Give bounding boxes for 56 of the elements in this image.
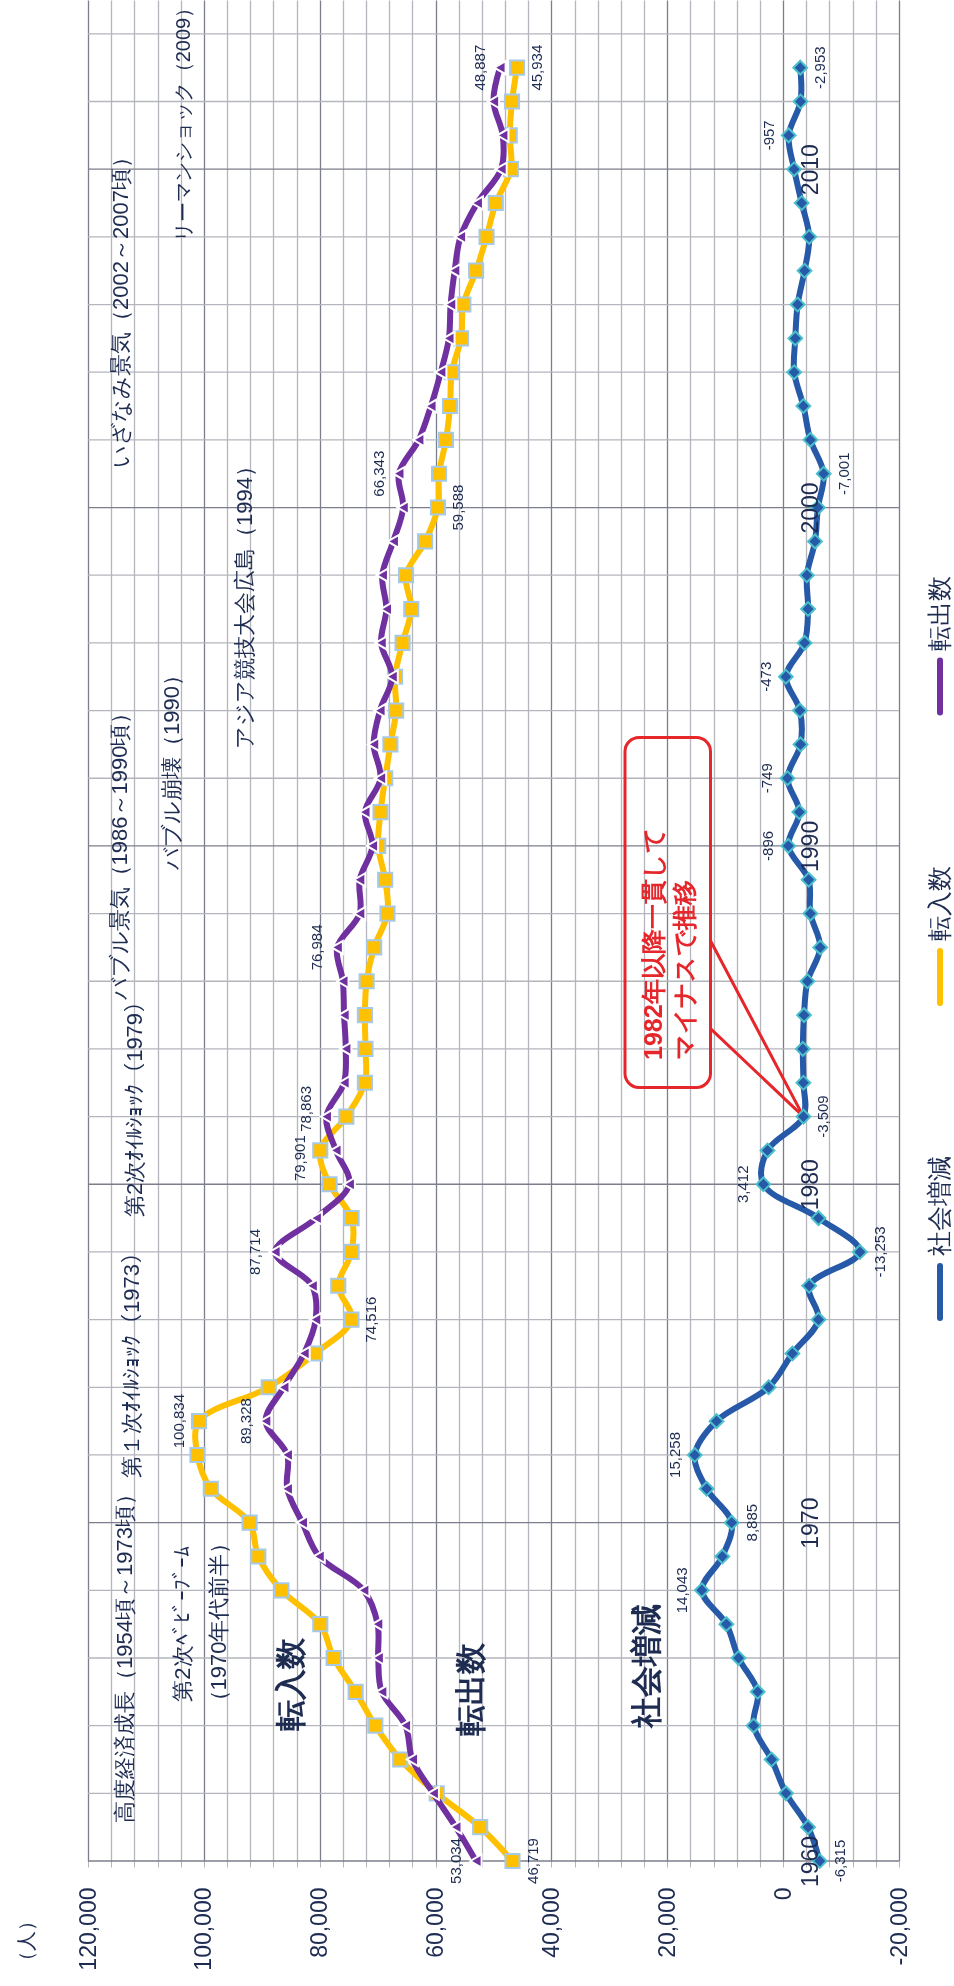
y-tick-label: 1960 xyxy=(796,1835,823,1888)
data-label: 15,258 xyxy=(665,1432,683,1478)
text: 転入数 xyxy=(273,1636,308,1731)
x-tick-label: 120,000 xyxy=(74,1887,101,1971)
data-label: 53,034 xyxy=(446,1838,464,1884)
data-label: 45,934 xyxy=(528,44,546,91)
x-tick-label: 100,000 xyxy=(190,1887,217,1971)
annotation: 第１次ｵｲﾙｼｮｯｸ（1973） xyxy=(119,1242,144,1478)
data-label: 100,834 xyxy=(170,1394,188,1449)
annotation: バブル崩壊（1990） xyxy=(159,664,184,871)
text: 社会増減 xyxy=(925,1156,953,1256)
annotation: 高度経済成長（1954頃～1973頃） xyxy=(112,1483,137,1823)
y-tick-label: 1990 xyxy=(796,820,823,872)
data-label: -749 xyxy=(758,763,776,794)
data-label: 46,719 xyxy=(523,1838,541,1884)
y-tick-label: 2000 xyxy=(796,482,823,534)
data-label: 87,714 xyxy=(246,1229,264,1275)
data-label: -957 xyxy=(759,120,777,151)
x-tick-label: 60,000 xyxy=(422,1887,449,1958)
data-label: 66,343 xyxy=(369,450,387,497)
data-label: -6,315 xyxy=(830,1839,848,1883)
text: 転出数 xyxy=(925,575,953,651)
annotation: 1982年以降一貫してマイナスで推移 xyxy=(639,827,698,1060)
y-tick-label: 1980 xyxy=(796,1159,823,1211)
x-tick-label: 80,000 xyxy=(306,1887,333,1958)
data-label: -3,509 xyxy=(814,1095,832,1138)
data-label: 79,901 xyxy=(291,1135,309,1182)
text: 社会増減 xyxy=(629,1604,664,1729)
data-label: 78,863 xyxy=(297,1085,315,1132)
data-label: 8,885 xyxy=(742,1503,760,1542)
data-label: -473 xyxy=(756,661,774,692)
x-tick-label: -20,000 xyxy=(885,1887,912,1966)
text: 転出数 xyxy=(453,1641,488,1736)
x-tick-label: 20,000 xyxy=(653,1887,680,1958)
data-label: 3,412 xyxy=(734,1165,752,1204)
y-tick-label: 2010 xyxy=(796,144,823,196)
data-label: 48,887 xyxy=(470,44,488,91)
data-label: 74,516 xyxy=(362,1296,380,1343)
annotation: 第2次ﾍﾞﾋﾞｰﾌﾞｰﾑ xyxy=(170,1546,195,1702)
annotation: いざなみ景気（2002～2007頃） xyxy=(108,146,133,468)
data-label: 59,588 xyxy=(448,484,466,531)
annotation: アジア競技大会広島（1994） xyxy=(232,455,257,749)
x-tick-label: 40,000 xyxy=(537,1887,564,1958)
y-tick-label: 1970 xyxy=(796,1497,823,1549)
data-label: 89,328 xyxy=(236,1398,254,1445)
x-tick-label: 0 xyxy=(769,1887,796,1901)
data-label: 14,043 xyxy=(672,1567,690,1614)
text: （人） xyxy=(15,1911,37,1971)
annotation: （1970年代前半） xyxy=(206,1531,231,1713)
annotation: リーマンショック（2009） xyxy=(172,0,194,243)
data-label: -2,953 xyxy=(811,46,829,89)
data-label: 76,984 xyxy=(308,924,326,971)
data-label: -13,253 xyxy=(870,1226,888,1278)
data-label: -896 xyxy=(759,830,777,861)
data-label: -7,001 xyxy=(834,452,852,495)
text: 転入数 xyxy=(925,866,953,941)
